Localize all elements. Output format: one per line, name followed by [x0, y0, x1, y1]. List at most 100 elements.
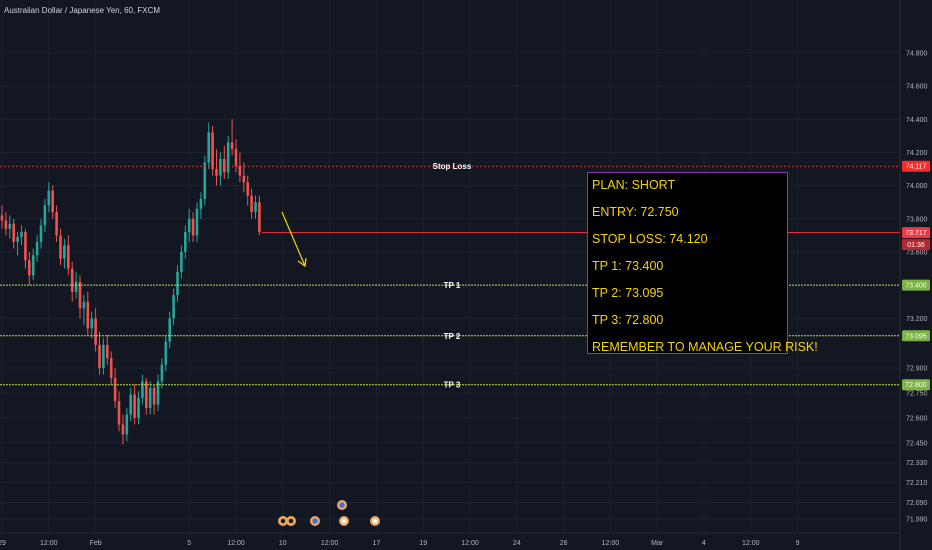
candle-body — [246, 182, 249, 196]
candle-body — [152, 388, 156, 405]
price-axis-label: 74.000 — [906, 183, 928, 190]
plan-line: TP 1: 73.400 — [592, 259, 664, 273]
current-price-tag: 73.717 — [905, 230, 927, 237]
plan-line: REMEMBER TO MANAGE YOUR RISK! — [592, 340, 818, 354]
candle-body — [191, 218, 195, 236]
candle-body — [230, 142, 234, 150]
candle-body — [148, 388, 152, 408]
candle-body — [102, 344, 105, 369]
candle-body — [8, 223, 12, 229]
price-line-label: TP 1 — [444, 281, 461, 290]
event-marker-dot — [372, 518, 378, 524]
countdown-tag-background — [902, 239, 930, 251]
time-axis-label: 10 — [279, 540, 287, 547]
price-axis-label: 74.200 — [906, 150, 928, 157]
candle-body — [86, 301, 90, 329]
candle-body — [109, 358, 113, 379]
candle-body — [63, 245, 66, 259]
time-axis-label: 19 — [419, 540, 427, 547]
candle-body — [258, 202, 261, 233]
candle-body — [121, 424, 125, 435]
price-axis-label: 72.450 — [906, 440, 928, 447]
candle-body — [203, 162, 207, 199]
price-axis-label: 72.900 — [906, 366, 928, 373]
take-profit-price-tag: 72.800 — [905, 382, 927, 389]
price-axis-label: 74.600 — [906, 84, 928, 91]
take-profit-price-tag: 73.095 — [905, 333, 927, 340]
price-axis[interactable]: 74.800 74.600 74.400 74.200 74.000 73.800 73.6… — [906, 50, 928, 523]
price-axis-label: 74.800 — [906, 50, 928, 57]
plan-line: TP 2: 73.095 — [592, 286, 664, 300]
candle-body — [219, 159, 222, 176]
candle-body — [106, 344, 109, 359]
time-axis-label: 5 — [187, 540, 191, 547]
candle-body — [250, 195, 253, 213]
plan-line: ENTRY: 72.750 — [592, 205, 679, 219]
candle-body — [226, 142, 230, 173]
current-price-tag-background — [902, 227, 930, 239]
candle-body — [43, 205, 47, 226]
take-profit-price-tag: 73.400 — [905, 283, 927, 290]
price-axis-label: 73.800 — [906, 216, 928, 223]
time-axis-label: 12:00 — [742, 540, 760, 547]
time-axis-label: 12:00 — [602, 540, 620, 547]
candle-body — [74, 281, 78, 292]
candle-body — [78, 281, 82, 309]
price-line-label: Stop Loss — [433, 162, 472, 171]
price-axis-label: 72.210 — [906, 480, 928, 487]
candle-body — [59, 235, 62, 259]
candle-body — [117, 401, 121, 425]
candle-body — [172, 295, 175, 319]
price-line-label: TP 2 — [444, 332, 461, 341]
chart-grid — [0, 0, 900, 533]
candle-body — [12, 223, 15, 243]
candle-body — [4, 220, 8, 229]
plan-line: STOP LOSS: 74.120 — [592, 232, 708, 246]
candle-body — [207, 132, 210, 163]
time-axis-label: 12:00 — [227, 540, 245, 547]
price-axis-label: 72.090 — [906, 500, 928, 507]
time-axis[interactable]: 29 12:00 Feb 5 12:00 10 12:00 17 19 12:00 24 26 12:0… — [0, 540, 800, 547]
candle-body — [184, 232, 187, 252]
candle-body — [20, 232, 23, 238]
candle-body — [90, 318, 93, 329]
candle-body — [199, 198, 203, 209]
take-profit-price-tag-background — [902, 330, 930, 342]
candle-body — [82, 301, 86, 309]
time-axis-label: 12:00 — [321, 540, 339, 547]
time-axis-label: 9 — [796, 540, 800, 547]
time-axis-label: 12:00 — [461, 540, 479, 547]
candle-body — [0, 215, 4, 221]
candle-body — [180, 251, 183, 272]
stop-loss-price-tag-background — [902, 160, 930, 172]
candle-body — [94, 318, 97, 345]
price-tags: 74.117 73.400 73.095 72.800 73.717 01:36 — [902, 160, 930, 391]
candle-body — [145, 381, 148, 408]
price-axis-background — [900, 0, 932, 550]
trade-plan-box[interactable]: PLAN: SHORT ENTRY: 72.750 STOP LOSS: 74.12… — [587, 172, 818, 354]
time-axis-label: Mar — [651, 540, 664, 547]
take-profit-price-tag-background — [902, 279, 930, 291]
candles-group — [0, 119, 261, 445]
candle-body — [164, 341, 168, 365]
countdown-tag: 01:36 — [907, 242, 925, 249]
candle-body — [129, 394, 132, 415]
candle-body — [176, 271, 179, 296]
take-profit-price-tag-background — [902, 379, 930, 391]
event-marker-dot — [312, 518, 318, 524]
candle-body — [234, 149, 238, 166]
event-marker-dot — [280, 518, 286, 524]
candle-body — [55, 212, 58, 236]
price-axis-label: 72.600 — [906, 415, 928, 422]
time-axis-label: 4 — [702, 540, 706, 547]
time-axis-label: 29 — [0, 540, 6, 547]
candle-body — [187, 218, 191, 233]
time-axis-label: 12:00 — [40, 540, 58, 547]
time-axis-label: 24 — [513, 540, 521, 547]
price-axis-label: 72.750 — [906, 390, 928, 397]
time-axis-label: 17 — [373, 540, 381, 547]
event-markers[interactable] — [278, 500, 380, 526]
candle-body — [133, 394, 136, 418]
price-axis-label: 73.600 — [906, 249, 928, 256]
